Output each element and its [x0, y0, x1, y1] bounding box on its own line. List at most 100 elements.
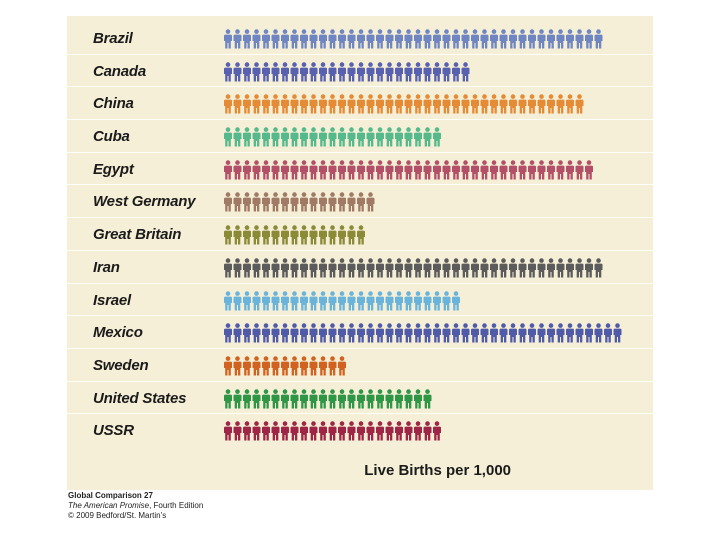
person-icon — [395, 421, 403, 441]
person-icon — [243, 94, 251, 114]
person-icon — [243, 127, 251, 147]
person-icon — [566, 258, 574, 278]
person-icon — [338, 258, 346, 278]
bar-icons — [224, 258, 603, 278]
person-icon — [414, 127, 422, 147]
person-icon — [319, 290, 327, 310]
person-icon — [233, 421, 242, 441]
person-icon — [509, 94, 517, 114]
person-icon — [442, 290, 451, 310]
person-icon — [423, 29, 432, 49]
person-icon — [385, 94, 394, 114]
person-icon — [480, 94, 489, 114]
person-icon — [281, 61, 289, 82]
person-icon — [347, 388, 356, 409]
person-icon — [395, 61, 403, 82]
person-icon — [556, 258, 565, 278]
person-icon — [566, 94, 574, 114]
credit-line-3: © 2009 Bedford/St. Martin’s — [68, 511, 167, 520]
person-icon — [224, 127, 232, 147]
person-icon — [233, 127, 242, 147]
person-icon — [281, 258, 289, 278]
person-icon — [433, 258, 441, 278]
person-icon — [271, 160, 280, 180]
person-icon — [271, 421, 280, 441]
person-icon — [262, 160, 270, 180]
person-icon — [319, 127, 327, 147]
person-icon — [585, 29, 593, 49]
person-icon — [414, 160, 422, 180]
person-icon — [366, 323, 375, 343]
person-icon — [366, 421, 375, 441]
person-icon — [319, 192, 327, 212]
person-icon — [347, 127, 356, 147]
chart-row: Cuba — [67, 120, 653, 153]
person-icon — [461, 258, 470, 278]
person-icon — [566, 29, 574, 49]
person-icon — [262, 29, 270, 49]
person-icon — [233, 290, 242, 310]
person-icon — [328, 192, 337, 212]
person-icon — [338, 388, 346, 409]
chart-row: Great Britain — [67, 218, 653, 251]
person-icon — [357, 192, 365, 212]
person-icon — [300, 421, 308, 441]
person-icon — [423, 388, 432, 409]
person-icon — [328, 61, 337, 82]
chart-rows: Brazil Canada China Cuba Egypt West Germany Gr… — [67, 22, 653, 447]
person-icon — [376, 388, 384, 409]
bar-icons — [224, 225, 365, 245]
bar-icons — [224, 127, 441, 147]
person-icon — [252, 61, 261, 82]
person-icon — [357, 323, 365, 343]
category-label: Cuba — [93, 128, 130, 146]
person-icon — [404, 421, 413, 441]
person-icon — [281, 94, 289, 114]
person-icon — [300, 29, 308, 49]
person-icon — [518, 160, 527, 180]
person-icon — [243, 323, 251, 343]
person-icon — [300, 225, 308, 245]
bar-canada — [224, 61, 644, 82]
person-icon — [385, 29, 394, 49]
person-icon — [395, 323, 403, 343]
person-icon — [566, 323, 574, 343]
person-icon — [423, 127, 432, 147]
person-icon — [385, 127, 394, 147]
person-icon — [271, 29, 280, 49]
person-icon — [480, 29, 489, 49]
bar-icons — [224, 192, 375, 212]
person-icon — [480, 160, 489, 180]
person-icon — [271, 356, 280, 376]
person-icon — [385, 258, 394, 278]
person-icon — [262, 323, 270, 343]
person-icon — [528, 258, 536, 278]
person-icon — [309, 388, 318, 409]
person-icon — [338, 61, 346, 82]
person-icon — [547, 258, 555, 278]
person-icon — [499, 323, 508, 343]
person-icon — [252, 225, 261, 245]
person-icon — [252, 192, 261, 212]
person-icon — [366, 127, 375, 147]
credit-line-2: The American Promise, Fourth Edition — [68, 501, 203, 511]
person-icon — [290, 192, 299, 212]
person-icon — [461, 323, 470, 343]
person-icon — [376, 160, 384, 180]
person-icon — [338, 94, 346, 114]
person-icon — [423, 61, 432, 82]
person-icon — [452, 160, 460, 180]
person-icon — [366, 29, 375, 49]
person-icon — [262, 94, 270, 114]
person-icon — [290, 29, 299, 49]
person-icon — [243, 388, 251, 409]
person-icon — [243, 421, 251, 441]
person-icon — [281, 290, 289, 310]
person-icon — [414, 421, 422, 441]
person-icon — [338, 127, 346, 147]
person-icon — [300, 290, 308, 310]
person-icon — [433, 421, 441, 441]
person-icon — [528, 160, 536, 180]
category-label: West Germany — [93, 193, 196, 211]
chart-row: Iran — [67, 251, 653, 284]
